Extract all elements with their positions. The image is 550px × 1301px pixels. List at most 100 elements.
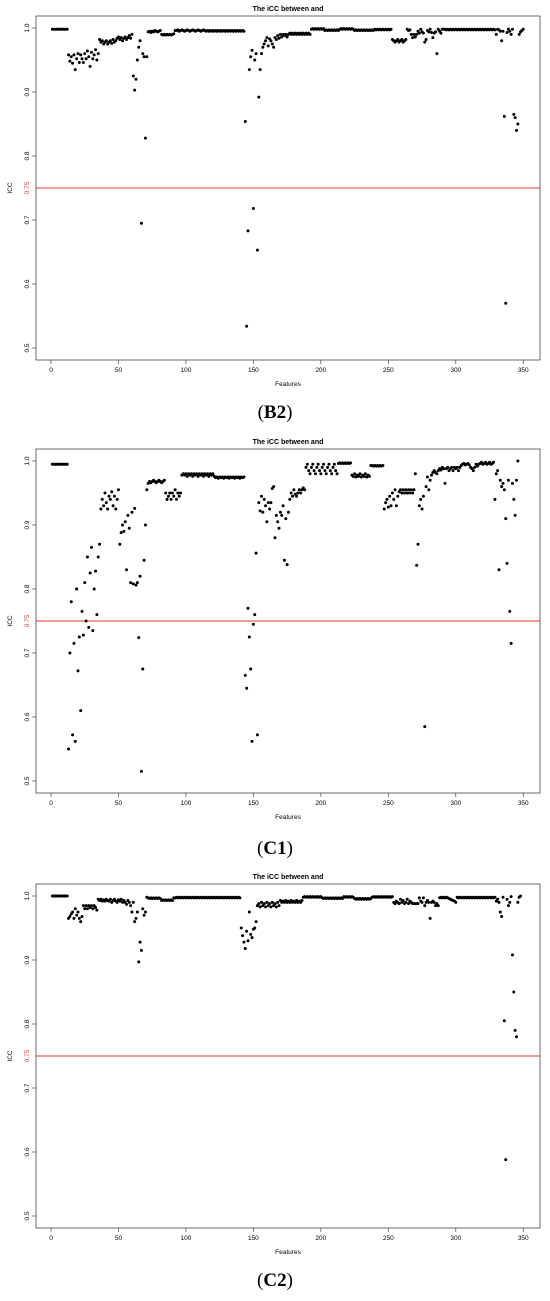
data-point [439,31,443,35]
data-points [50,459,520,773]
data-point [398,897,402,901]
data-point [110,490,114,494]
y-axis-label: ICC [7,1050,14,1062]
data-point [313,472,317,476]
data-point [103,491,107,495]
data-point [72,641,76,645]
data-point [421,896,425,900]
data-point [258,68,262,72]
data-point [334,469,338,473]
data-point [443,481,447,485]
data-point [358,472,362,476]
data-point [446,465,450,469]
data-point [405,897,409,901]
data-point [261,45,265,49]
data-point [513,513,517,517]
data-point [130,510,134,514]
data-point [367,474,371,478]
data-point [516,459,520,463]
data-point [264,39,268,43]
data-point [125,568,129,572]
data-point [85,49,89,53]
y-tick-label: 0.5 [24,1211,31,1220]
data-point [389,27,393,31]
data-point [189,472,193,476]
data-point [141,907,145,911]
data-point [323,469,327,473]
data-point [65,894,69,898]
data-point [69,600,73,604]
data-point [116,488,120,492]
data-point [135,581,139,585]
data-point [254,551,258,555]
data-point [436,904,440,908]
data-point [303,488,307,492]
data-point [115,497,119,501]
data-point [168,491,172,495]
data-point [77,61,81,65]
data-point [250,739,254,743]
data-point [76,669,80,673]
data-point [427,30,431,34]
data-point [68,59,72,63]
data-point [502,1019,506,1023]
data-point [138,574,142,578]
data-point [131,900,135,904]
data-point [266,44,270,48]
data-point [134,583,138,587]
data-point [502,114,506,118]
data-point [174,497,178,501]
data-point [80,57,84,61]
data-point [96,52,100,56]
data-point [119,531,123,535]
data-point [73,739,77,743]
data-point [264,905,268,909]
data-point [512,112,516,116]
chart-panel-c2: The iCC between and 0 50 100 150 200 250 300 350… [0,868,550,1301]
data-point [242,475,246,479]
data-point [269,501,273,505]
data-point [296,491,300,495]
data-point [251,206,255,210]
data-point [241,934,245,938]
data-point [390,895,394,899]
data-point [265,36,269,40]
x-tick-label: 150 [248,367,259,374]
data-point [403,491,407,495]
data-point [254,52,258,56]
data-point [268,507,272,511]
data-point [401,488,405,492]
data-point [510,481,514,485]
data-point [504,1158,508,1162]
data-point [506,478,510,482]
data-point [291,494,295,498]
data-point [112,494,116,498]
data-point [83,52,87,56]
data-point [79,920,83,924]
data-point [200,472,204,476]
data-point [404,38,408,42]
data-point [413,472,417,476]
data-point [284,32,288,36]
data-point [201,474,205,478]
data-point [382,507,386,511]
y-tick-label: 1.0 [24,891,31,900]
data-point [123,35,127,39]
data-point [276,900,280,904]
data-point [386,505,390,509]
data-point [500,485,504,489]
data-point [274,513,278,517]
data-point [72,53,76,57]
x-tick-label: 300 [450,1235,461,1242]
data-point [77,635,81,639]
data-point [307,469,311,473]
data-point [423,40,427,44]
data-point [118,542,122,546]
data-point [126,513,130,517]
data-point [243,946,247,950]
data-point [135,58,139,62]
data-points [50,894,523,1162]
data-point [264,504,268,508]
data-point [73,907,77,911]
data-point [421,31,425,35]
